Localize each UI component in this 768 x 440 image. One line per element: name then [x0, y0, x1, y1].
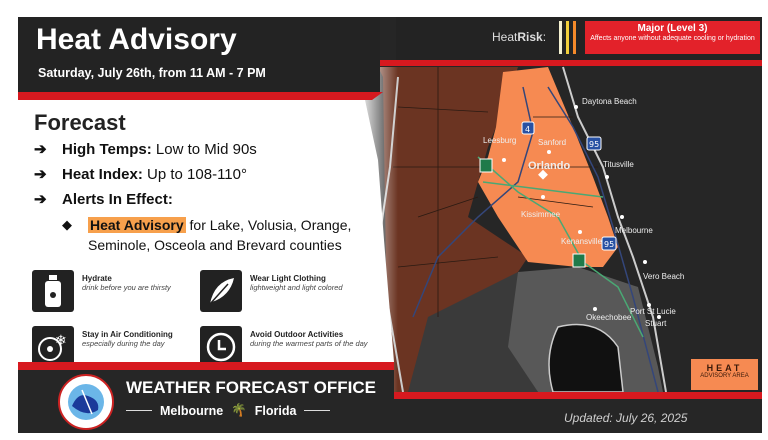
city-label: Sanford [538, 138, 566, 147]
heat-index-item: ➔ Heat Index: Up to 108-110° [34, 166, 247, 183]
interstate-95-shield: 95 [601, 236, 617, 251]
city-label: Port St Lucie [630, 307, 676, 316]
divider [380, 60, 762, 66]
forecast-heading: Forecast [34, 110, 126, 135]
svg-text:4: 4 [525, 125, 530, 134]
palm-tree-icon: 🌴 [231, 403, 247, 417]
tip-hydrate: Hydrate drink before you are thirsty [32, 270, 207, 312]
coastline [562, 66, 667, 393]
forecast-panel: Forecast ➔ High Temps: Low to Mid 90s ➔ He… [18, 100, 394, 362]
arrow-icon: ➔ [34, 141, 47, 158]
city-label: Kenansville [561, 237, 602, 246]
interstate-95-shield: 95 [586, 136, 602, 151]
city-label: Stuart [645, 319, 667, 328]
city-label: Orlando [528, 160, 570, 172]
high-temps-item: ➔ High Temps: Low to Mid 90s [34, 141, 257, 158]
heat-advisory-graphic: Daytona Beach Sanford Leesburg Orlando T… [18, 17, 762, 433]
divider [18, 362, 394, 370]
city-label: Melbourne [615, 226, 653, 235]
office-name: WEATHER FORECAST OFFICE [126, 378, 376, 397]
divider [18, 92, 383, 100]
heatrisk-major-level: Major (Level 3) Affects anyone without ad… [585, 21, 760, 54]
heatrisk-label: HeatRisk: [492, 30, 547, 44]
interstate-4-shield: 4 [521, 121, 535, 135]
alerts-item: ➔ Alerts In Effect: [34, 191, 173, 208]
heatrisk-minor-swatch [566, 21, 569, 54]
turnpike-shield [479, 158, 493, 173]
tip-avoid-outdoor: Avoid Outdoor Activities during the warme… [200, 326, 375, 362]
city-label: Vero Beach [643, 272, 684, 281]
clock-icon [200, 326, 242, 362]
city-label: Daytona Beach [582, 97, 637, 106]
fan-snowflake-icon: ❄ [32, 326, 74, 362]
footer: WEATHER FORECAST OFFICE Melbourne 🌴 Florid… [18, 370, 394, 433]
heatrisk-minor-swatch [559, 21, 562, 54]
turnpike-shield [572, 253, 586, 268]
diamond-icon: ◆ [62, 217, 72, 232]
svg-text:95: 95 [589, 140, 599, 149]
tip-clothing: Wear Light Clothing lightweight and light… [200, 270, 375, 312]
bottle-icon [32, 270, 74, 312]
divider [394, 392, 762, 399]
city-label: Titusville [603, 160, 634, 169]
updated-timestamp: Updated: July 26, 2025 [564, 411, 688, 425]
alert-detail: ◆ Heat Advisory for Lake, Volusia, Orange… [62, 217, 352, 253]
city-label: Kissimmee [521, 210, 561, 219]
page-title: Heat Advisory [36, 23, 237, 56]
arrow-icon: ➔ [34, 166, 47, 183]
header: Heat Advisory Saturday, July 26th, from … [18, 17, 380, 92]
map-legend: HEAT ADVISORY AREA [691, 359, 758, 390]
advisory-time: Saturday, July 26th, from 11 AM - 7 PM [38, 66, 266, 80]
arrow-icon: ➔ [34, 191, 47, 208]
office-location: Melbourne 🌴 Florida [126, 403, 331, 418]
heatrisk-moderate-swatch [573, 21, 576, 54]
heatrisk-bar: HeatRisk: Major (Level 3) Affects anyone … [396, 17, 762, 60]
turnpike-route [477, 156, 644, 338]
svg-text:❄: ❄ [55, 333, 67, 349]
city-label: Okeechobee [586, 313, 632, 322]
tip-air-conditioning: ❄ Stay in Air Conditioning especially dur… [32, 326, 207, 362]
nws-logo [58, 374, 114, 430]
city-label: Leesburg [483, 136, 516, 145]
feather-icon [200, 270, 242, 312]
svg-text:95: 95 [604, 240, 614, 249]
